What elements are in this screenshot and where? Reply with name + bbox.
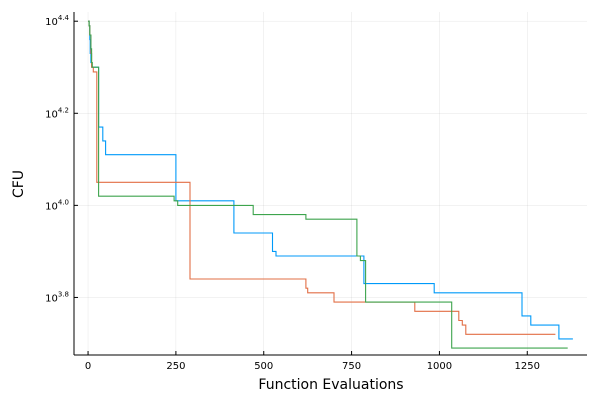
tick-labels: 0 250 500 750 1000 1250 103.8 104.0 104.2 104.4 <box>45 14 540 372</box>
y-tick-label: 103.8 <box>45 290 69 304</box>
x-tick-label: 750 <box>342 361 361 372</box>
x-tick-label: 1250 <box>515 361 540 372</box>
series-line-3 <box>88 20 568 349</box>
grid <box>74 12 587 355</box>
x-tick-label: 1000 <box>427 361 452 372</box>
axes <box>73 12 587 356</box>
series-line-1 <box>88 20 573 340</box>
series-lines <box>88 20 573 349</box>
y-tick-label: 104.4 <box>45 14 69 28</box>
series-line-2 <box>88 20 556 335</box>
x-tick-label: 250 <box>166 361 185 372</box>
x-tick-label: 0 <box>85 361 91 372</box>
x-axis-title: Function Evaluations <box>258 377 403 393</box>
y-tick-label: 104.0 <box>45 198 69 212</box>
x-tick-label: 500 <box>254 361 273 372</box>
y-axis-title: CFU <box>11 170 27 198</box>
y-tick-label: 104.2 <box>45 106 69 120</box>
